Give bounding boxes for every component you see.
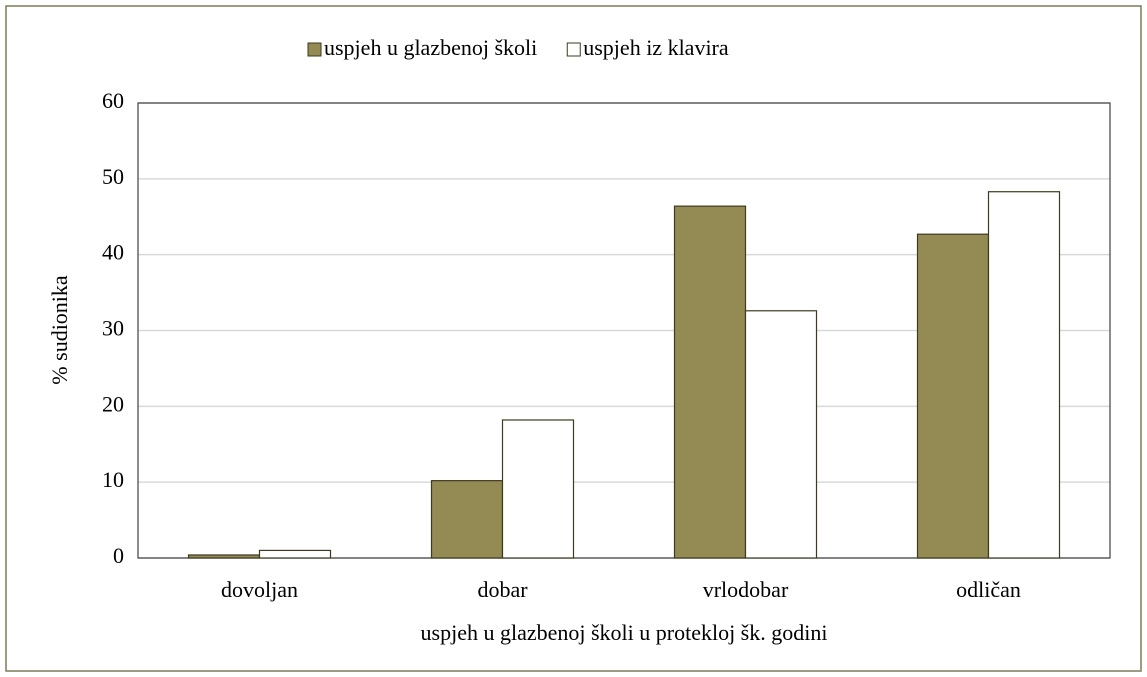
bar: [987, 191, 1061, 559]
bar: [916, 233, 990, 559]
y-tick-label: 10: [102, 467, 124, 492]
bar: [501, 419, 575, 559]
y-tick-label: 50: [102, 164, 124, 189]
legend-swatch: [566, 42, 581, 57]
bar: [673, 205, 747, 559]
bar: [744, 310, 818, 559]
plot-frame: [137, 102, 1111, 559]
x-tick-label: dovoljan: [221, 577, 298, 602]
x-axis-label: uspjeh u glazbenoj školi u protekloj šk.…: [421, 620, 828, 645]
bar: [430, 480, 504, 559]
y-axis-label: % sudionika: [47, 275, 72, 385]
x-tick-label: dobar: [477, 577, 528, 602]
legend-label: uspjeh iz klavira: [583, 35, 729, 60]
legend-label: uspjeh u glazbenoj školi: [324, 35, 537, 60]
bar: [258, 549, 332, 559]
y-tick-label: 30: [102, 316, 124, 341]
y-tick-label: 0: [113, 543, 124, 568]
y-tick-label: 60: [102, 88, 124, 113]
y-tick-label: 40: [102, 240, 124, 265]
legend-swatch: [307, 42, 322, 57]
y-tick-label: 20: [102, 391, 124, 416]
x-tick-label: odličan: [956, 577, 1021, 602]
bar: [187, 554, 261, 559]
x-tick-label: vrlodobar: [703, 577, 789, 602]
